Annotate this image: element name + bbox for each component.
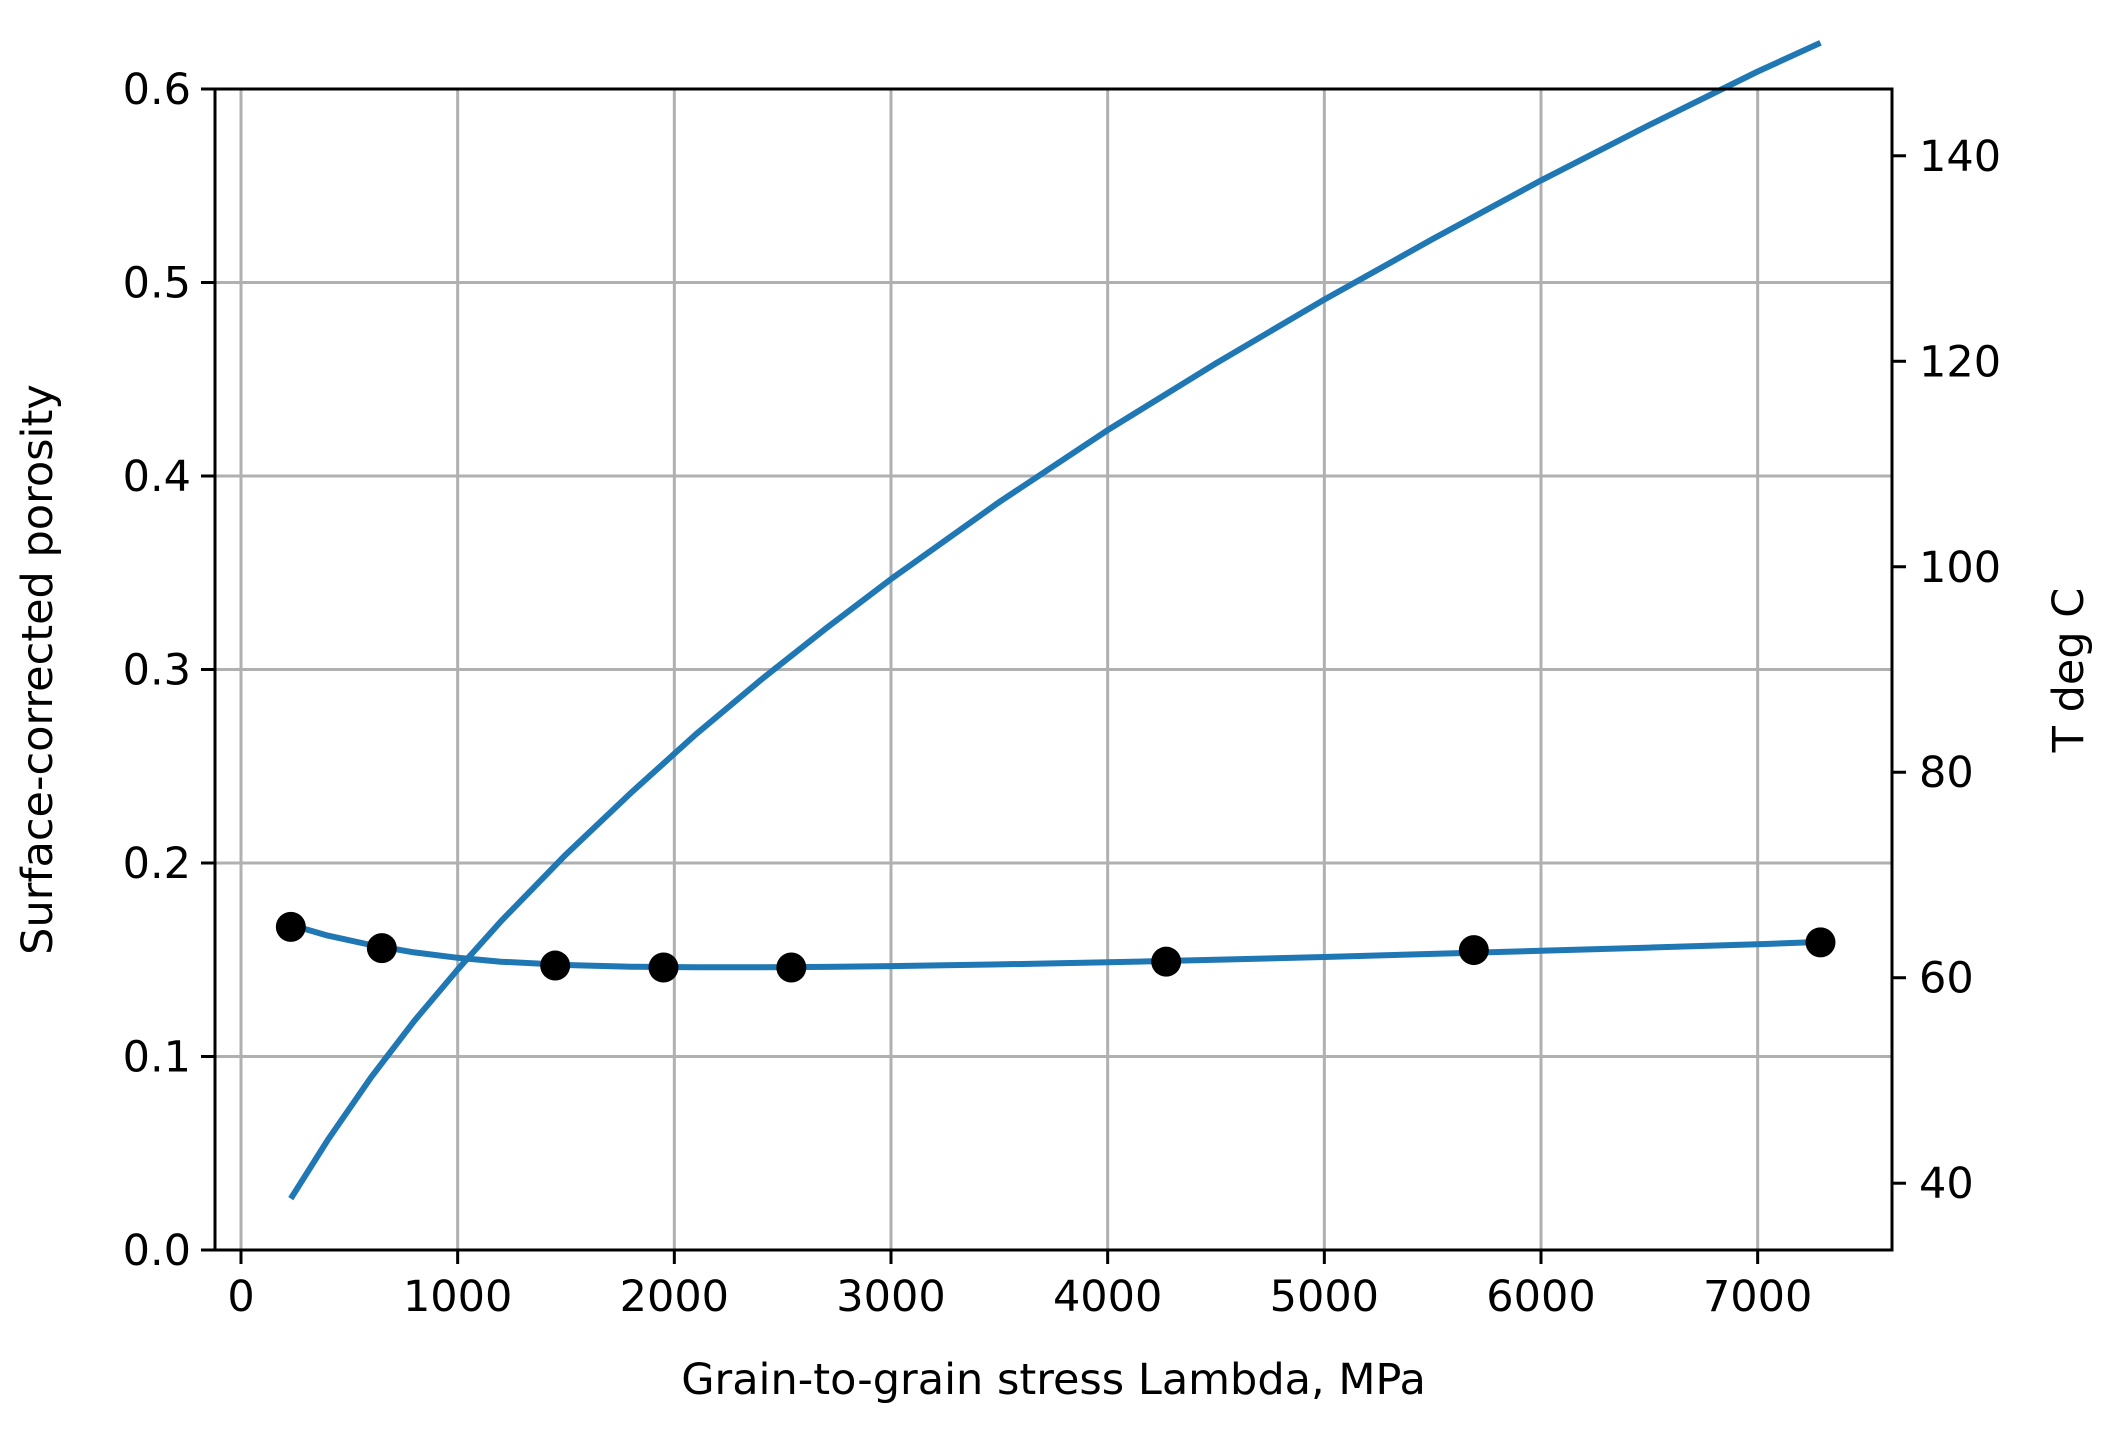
- x-tick-label: 2000: [620, 1272, 729, 1322]
- y-tick-label: 0.0: [123, 1226, 191, 1276]
- temperature-curve: [288, 40, 1822, 1201]
- ticks: 0 1000 2000 3000 4000 5000 6000 7000 0.0 0.1 0.2 0.…: [123, 65, 2001, 1322]
- x-tick-label: 7000: [1703, 1272, 1812, 1322]
- data-point: [1151, 946, 1182, 977]
- data-point: [1458, 935, 1489, 966]
- y2-tick-label: 40: [1919, 1159, 1974, 1209]
- y-tick-label: 0.5: [123, 259, 191, 309]
- y2-tick-label: 120: [1919, 337, 2001, 387]
- data-point: [1805, 927, 1836, 958]
- data-point: [275, 911, 306, 942]
- y2-tick-label: 140: [1919, 132, 2001, 182]
- x-tick-label: 6000: [1486, 1272, 1595, 1322]
- data-point: [366, 933, 397, 964]
- y-tick-label: 0.2: [123, 839, 191, 889]
- data-point: [648, 952, 679, 983]
- data-points: [275, 911, 1836, 983]
- y2-tick-label: 60: [1919, 954, 1974, 1004]
- y-tick-label: 0.3: [123, 646, 191, 696]
- x-axis-label: Grain-to-grain stress Lambda, MPa: [681, 1355, 1426, 1405]
- x-tick-label: 3000: [836, 1272, 945, 1322]
- x-tick-label: 1000: [403, 1272, 512, 1322]
- x-tick-label: 5000: [1270, 1272, 1379, 1322]
- y-tick-label: 0.4: [123, 452, 191, 502]
- x-tick-label: 0: [227, 1272, 254, 1322]
- y-tick-label: 0.1: [123, 1033, 191, 1083]
- y-axis-label: Surface-corrected porosity: [13, 384, 63, 955]
- data-point: [540, 950, 571, 981]
- series-layer: [288, 40, 1822, 1201]
- y2-tick-label: 100: [1919, 543, 2001, 593]
- data-point: [776, 952, 807, 983]
- y-tick-label: 0.6: [123, 65, 191, 115]
- y2-axis-label: T deg C: [2044, 588, 2094, 754]
- porosity-fit-curve: [289, 922, 1821, 971]
- y2-tick-label: 80: [1919, 748, 1974, 798]
- x-tick-label: 4000: [1053, 1272, 1162, 1322]
- grid: [215, 87, 1892, 1252]
